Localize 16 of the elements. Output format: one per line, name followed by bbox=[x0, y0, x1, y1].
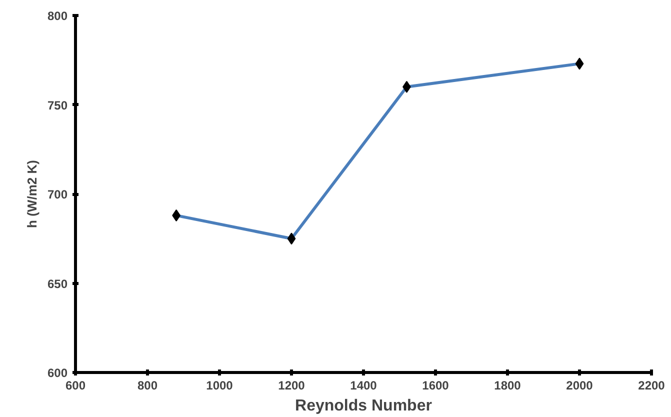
x-tick-label: 2000 bbox=[566, 378, 594, 392]
y-tick-label: 750 bbox=[47, 98, 68, 112]
x-tick-label: 1000 bbox=[206, 378, 234, 392]
y-tick-label: 650 bbox=[47, 276, 68, 291]
x-tick-label: 2200 bbox=[638, 378, 666, 392]
x-tick-label: 800 bbox=[137, 378, 158, 392]
x-tick-label: 600 bbox=[65, 378, 86, 392]
x-tick-label: 1400 bbox=[350, 378, 378, 392]
y-axis-title: h (W/m2 K) bbox=[24, 160, 40, 228]
y-tick-label: 800 bbox=[47, 9, 68, 23]
x-tick-label: 1200 bbox=[278, 378, 306, 392]
y-tick-label: 600 bbox=[47, 366, 68, 380]
y-tick-label: 700 bbox=[47, 188, 68, 202]
x-tick-label: 1800 bbox=[494, 378, 522, 392]
x-axis-title: Reynolds Number bbox=[295, 398, 432, 414]
x-tick-label: 1600 bbox=[422, 378, 450, 392]
